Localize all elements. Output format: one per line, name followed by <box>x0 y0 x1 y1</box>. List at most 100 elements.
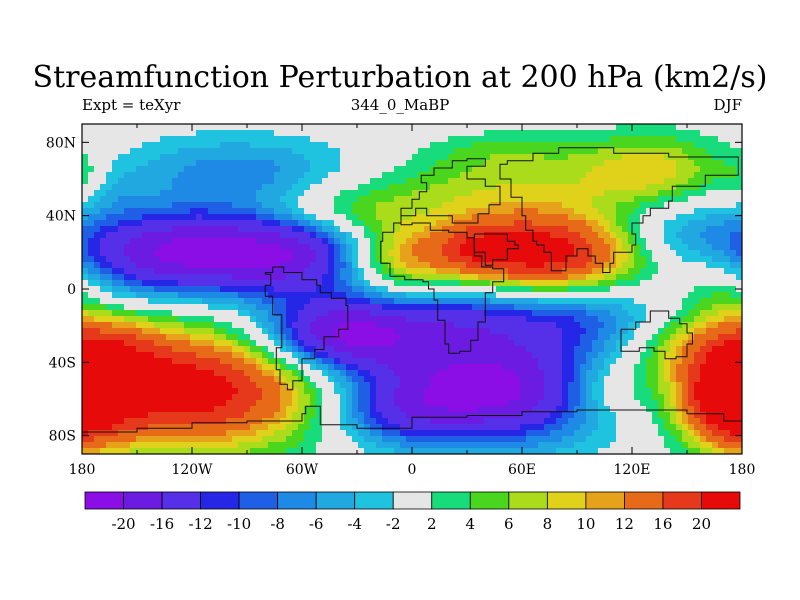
field-cell <box>454 178 461 185</box>
field-cell <box>694 202 701 209</box>
field-cell <box>676 136 683 143</box>
field-cell <box>220 334 227 341</box>
field-cell <box>718 304 725 311</box>
field-cell <box>364 310 371 317</box>
field-cell <box>310 124 317 131</box>
field-cell <box>172 172 179 179</box>
field-cell <box>82 226 89 233</box>
field-cell <box>700 232 707 239</box>
field-cell <box>316 322 323 329</box>
field-cell <box>430 256 437 263</box>
field-cell <box>454 262 461 269</box>
field-cell <box>538 286 545 293</box>
field-cell <box>346 184 353 191</box>
field-cell <box>496 130 503 137</box>
field-cell <box>526 166 533 173</box>
field-cell <box>610 184 617 191</box>
field-cell <box>730 286 737 293</box>
field-cell <box>328 202 335 209</box>
field-cell <box>154 376 161 383</box>
field-cell <box>616 310 623 317</box>
field-cell <box>208 202 215 209</box>
field-cell <box>100 364 107 371</box>
field-cell <box>364 160 371 167</box>
field-cell <box>622 322 629 329</box>
field-cell <box>688 244 695 251</box>
field-cell <box>382 364 389 371</box>
field-cell <box>208 172 215 179</box>
field-cell <box>682 268 689 275</box>
field-cell <box>472 184 479 191</box>
field-cell <box>622 172 629 179</box>
field-cell <box>256 244 263 251</box>
field-cell <box>112 130 119 137</box>
field-cell <box>304 124 311 131</box>
field-cell <box>712 340 719 347</box>
field-cell <box>238 382 245 389</box>
field-cell <box>286 328 293 335</box>
field-cell <box>628 262 635 269</box>
field-cell <box>178 232 185 239</box>
field-cell <box>688 190 695 197</box>
field-cell <box>130 208 137 215</box>
field-cell <box>262 352 269 359</box>
field-cell <box>376 292 383 299</box>
field-cell <box>424 388 431 395</box>
field-cell <box>352 148 359 155</box>
field-cell <box>592 214 599 221</box>
field-cell <box>580 262 587 269</box>
field-cell <box>334 328 341 335</box>
field-cell <box>700 166 707 173</box>
field-cell <box>586 220 593 227</box>
field-cell <box>226 346 233 353</box>
field-cell <box>682 292 689 299</box>
field-cell <box>484 304 491 311</box>
field-cell <box>148 310 155 317</box>
field-cell <box>340 388 347 395</box>
field-cell <box>706 238 713 245</box>
field-cell <box>106 142 113 149</box>
field-cell <box>244 310 251 317</box>
field-cell <box>142 160 149 167</box>
field-cell <box>562 370 569 377</box>
field-cell <box>346 196 353 203</box>
field-cell <box>130 202 137 209</box>
field-cell <box>454 130 461 137</box>
field-cell <box>298 172 305 179</box>
field-cell <box>340 226 347 233</box>
field-cell <box>400 364 407 371</box>
field-cell <box>370 166 377 173</box>
field-cell <box>196 250 203 257</box>
field-cell <box>298 316 305 323</box>
field-cell <box>160 220 167 227</box>
field-cell <box>394 286 401 293</box>
field-cell <box>664 352 671 359</box>
field-cell <box>166 136 173 143</box>
field-cell <box>628 352 635 359</box>
field-cell <box>310 160 317 167</box>
field-cell <box>658 262 665 269</box>
field-cell <box>646 310 653 317</box>
field-cell <box>424 322 431 329</box>
field-cell <box>610 274 617 281</box>
field-cell <box>568 352 575 359</box>
field-cell <box>544 226 551 233</box>
field-cell <box>502 226 509 233</box>
field-cell <box>268 172 275 179</box>
field-cell <box>364 172 371 179</box>
field-cell <box>424 328 431 335</box>
field-cell <box>454 124 461 131</box>
field-cell <box>292 244 299 251</box>
field-cell <box>730 376 737 383</box>
field-cell <box>106 274 113 281</box>
field-cell <box>580 148 587 155</box>
field-cell <box>256 376 263 383</box>
field-cell <box>580 244 587 251</box>
field-cell <box>466 370 473 377</box>
field-cell <box>340 382 347 389</box>
field-cell <box>646 328 653 335</box>
field-cell <box>412 286 419 293</box>
field-cell <box>154 220 161 227</box>
field-cell <box>688 256 695 263</box>
field-cell <box>160 322 167 329</box>
